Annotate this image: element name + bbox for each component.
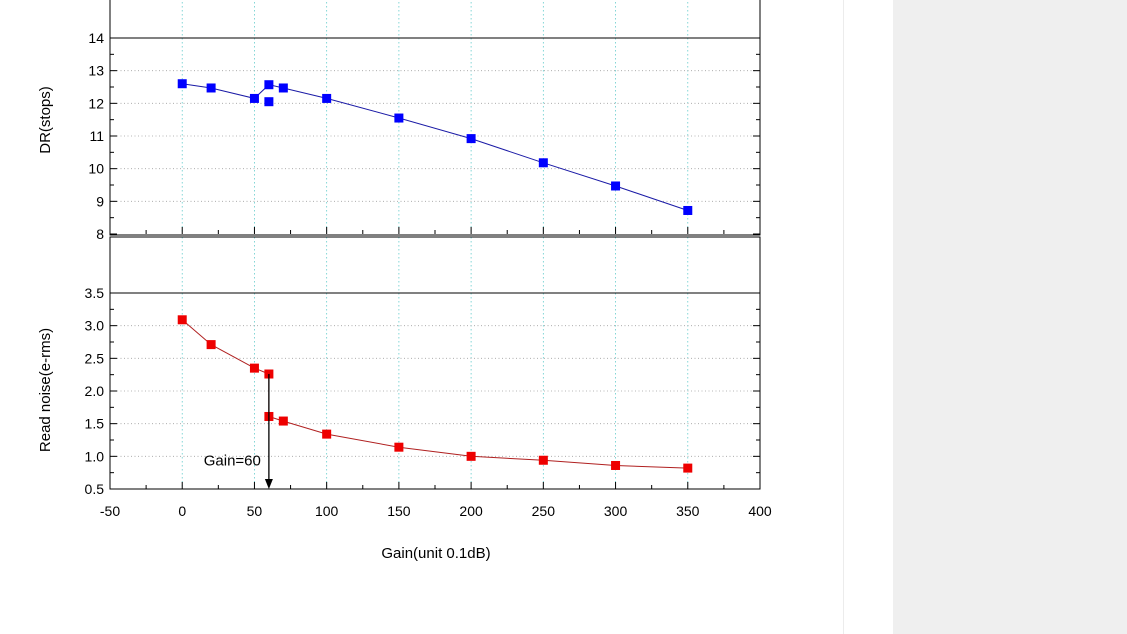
read-noise-series-markers xyxy=(177,315,693,473)
data-point-marker xyxy=(278,416,288,426)
y-tick-label: 11 xyxy=(89,128,104,144)
y-tick-label: 8 xyxy=(96,226,104,242)
y-tick-label: 3.5 xyxy=(85,285,105,301)
y-tick-label: 1.0 xyxy=(85,448,105,464)
data-point-marker xyxy=(206,340,216,350)
data-point-marker xyxy=(683,463,693,473)
y-tick-label: 13 xyxy=(88,63,104,79)
data-point-marker xyxy=(177,79,187,89)
x-tick-label: 200 xyxy=(459,503,483,519)
data-point-marker xyxy=(466,451,476,461)
x-tick-label: 350 xyxy=(676,503,700,519)
data-point-marker xyxy=(394,113,404,123)
x-tick-label: -50 xyxy=(100,503,120,519)
y-tick-label: 10 xyxy=(88,161,104,177)
y-tick-label: 2.5 xyxy=(85,350,105,366)
data-point-marker xyxy=(278,83,288,93)
dr-y-tick-labels: 8 9 10 11 12 13 14 xyxy=(88,30,104,242)
x-tick-label: 50 xyxy=(247,503,263,519)
read-noise-gridlines xyxy=(110,237,760,489)
data-point-marker xyxy=(249,363,259,373)
x-tick-label: 150 xyxy=(387,503,411,519)
data-point-marker xyxy=(538,455,548,465)
dr-plot-frame xyxy=(109,0,761,236)
dr-series-markers xyxy=(177,79,693,215)
dr-axis-ticks xyxy=(109,37,761,235)
data-point-marker xyxy=(538,158,548,168)
data-point-marker xyxy=(177,315,187,325)
read-noise-series-line xyxy=(181,319,688,469)
data-point-marker xyxy=(264,80,274,90)
data-point-marker xyxy=(264,97,274,107)
dr-gridlines xyxy=(110,0,760,234)
x-tick-labels: -50 0 50 100 150 200 250 300 350 400 xyxy=(100,503,772,519)
x-tick-label: 0 xyxy=(178,503,186,519)
dr-y-axis-label: DR(stops) xyxy=(37,86,54,154)
read-noise-y-tick-labels: 0.5 1.0 1.5 2.0 2.5 3.0 3.5 xyxy=(85,285,105,497)
y-tick-label: 14 xyxy=(88,30,104,46)
data-point-marker xyxy=(466,134,476,144)
y-tick-label: 1.5 xyxy=(85,416,105,432)
y-tick-label: 2.0 xyxy=(85,383,105,399)
dual-panel-chart: 8 9 10 11 12 13 14 DR(stops) 0.5 1.0 1.5 2.0 2.5 3.… xyxy=(37,0,772,562)
panel-divider xyxy=(843,0,844,634)
data-point-marker xyxy=(611,460,621,470)
x-tick-label: 100 xyxy=(315,503,339,519)
read-noise-panel: 0.5 1.0 1.5 2.0 2.5 3.0 3.5 -50 0 50 100 150 200 250… xyxy=(37,236,772,562)
gain-annotation-arrowhead xyxy=(264,479,273,489)
y-tick-label: 9 xyxy=(96,193,104,209)
x-tick-label: 300 xyxy=(604,503,628,519)
side-panel xyxy=(893,0,1127,634)
read-noise-axis-ticks xyxy=(109,292,761,490)
x-tick-label: 400 xyxy=(748,503,772,519)
read-noise-y-axis-label: Read noise(e-rms) xyxy=(37,328,54,452)
y-tick-label: 0.5 xyxy=(85,481,105,497)
y-tick-label: 12 xyxy=(88,95,104,111)
data-point-marker xyxy=(394,442,404,452)
x-axis-label: Gain(unit 0.1dB) xyxy=(381,545,490,562)
x-tick-label: 250 xyxy=(532,503,556,519)
read-noise-plot-frame xyxy=(109,236,761,490)
gain-annotation-label: Gain=60 xyxy=(204,453,261,470)
data-point-marker xyxy=(322,429,332,439)
y-tick-label: 3.0 xyxy=(85,318,105,334)
data-point-marker xyxy=(249,93,259,103)
dr-panel: 8 9 10 11 12 13 14 DR(stops) xyxy=(37,0,761,242)
data-point-marker xyxy=(611,181,621,191)
data-point-marker xyxy=(683,205,693,215)
data-point-marker xyxy=(206,83,216,93)
data-point-marker xyxy=(322,93,332,103)
